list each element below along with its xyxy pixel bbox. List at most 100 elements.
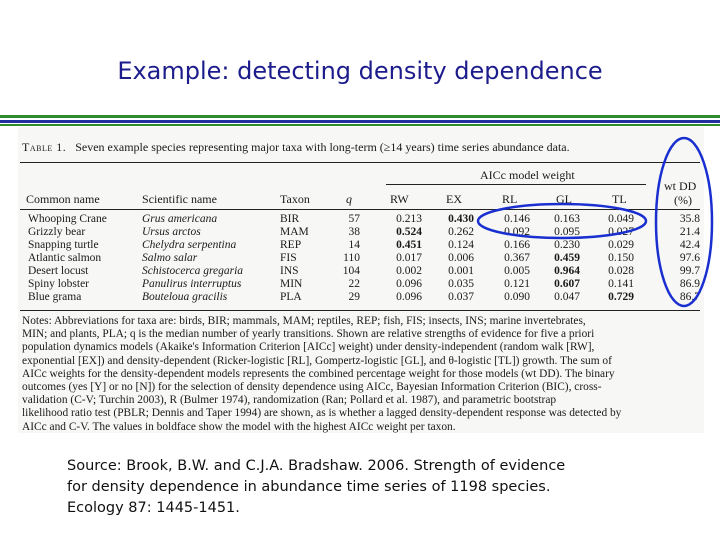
cell-sci: Schistocerca gregaria bbox=[142, 265, 244, 277]
cell-name: Whooping Crane bbox=[28, 213, 107, 225]
notes-line: population dynamics models (Akaike's Inf… bbox=[22, 341, 595, 354]
cell-tl: 0.029 bbox=[608, 239, 634, 251]
col-gl: GL bbox=[556, 192, 572, 206]
source-citation: Source: Brook, B.W. and C.J.A. Bradshaw.… bbox=[67, 456, 565, 519]
table-row: Atlantic salmon Salmo salar FIS 110 0.017 0.0… bbox=[18, 252, 704, 265]
cell-gl: 0.607 bbox=[554, 278, 580, 290]
cell-gl: 0.047 bbox=[554, 291, 580, 303]
table-bottom-rule bbox=[20, 310, 700, 311]
header-bottom-rule bbox=[20, 209, 700, 210]
cell-rw: 0.451 bbox=[396, 239, 422, 251]
table-scan: Table 1. Seven example species represent… bbox=[18, 127, 704, 433]
col-rw: RW bbox=[390, 192, 409, 206]
table-caption: Table 1. Seven example species represent… bbox=[22, 140, 570, 155]
source-line: for density dependence in abundance time… bbox=[67, 479, 551, 495]
wt-header-line1: wt DD bbox=[664, 179, 697, 193]
cell-gl: 0.459 bbox=[554, 252, 580, 264]
cell-tl: 0.141 bbox=[608, 278, 634, 290]
cell-q: 57 bbox=[348, 213, 361, 225]
cell-rl: 0.367 bbox=[504, 252, 530, 264]
cell-taxon: BIR bbox=[280, 213, 300, 225]
group-header-rule bbox=[386, 184, 646, 185]
cell-tl: 0.028 bbox=[608, 265, 634, 277]
wt-header-line2: (%) bbox=[674, 193, 692, 207]
cell-rw: 0.096 bbox=[396, 278, 422, 290]
notes-line: outcomes (yes [Y] or no [N]) for the sel… bbox=[22, 381, 602, 394]
cell-ex: 0.001 bbox=[448, 265, 474, 277]
cell-ex: 0.124 bbox=[448, 239, 474, 251]
cell-rw: 0.002 bbox=[396, 265, 422, 277]
col-ex: EX bbox=[446, 192, 462, 206]
cell-taxon: FIS bbox=[280, 252, 297, 264]
green-rule-thin bbox=[0, 124, 720, 126]
green-rule bbox=[0, 115, 720, 118]
cell-wt: 21.4 bbox=[679, 226, 700, 238]
highlight-circle-dd-models bbox=[476, 202, 648, 240]
table-row: Desert locust Schistocerca gregaria INS 104… bbox=[18, 265, 704, 278]
cell-rw: 0.213 bbox=[396, 213, 422, 225]
cell-name: Blue grama bbox=[28, 291, 82, 303]
source-line: Source: Brook, B.W. and C.J.A. Bradshaw.… bbox=[67, 458, 566, 474]
cell-name: Snapping turtle bbox=[28, 239, 99, 251]
notes-line: MIN; and plants, PLA; q is the median nu… bbox=[22, 328, 595, 341]
cell-tl: 0.729 bbox=[608, 291, 634, 303]
cell-gl: 0.163 bbox=[554, 213, 580, 225]
table-row: Grizzly bear Ursus arctos MAM 38 0.524 0.262 0… bbox=[18, 226, 704, 239]
highlight-oval-wt-dd bbox=[654, 136, 714, 308]
cell-sci: Salmo salar bbox=[142, 252, 198, 264]
table-row: Spiny lobster Panulirus interruptus MIN 22 0… bbox=[18, 278, 704, 291]
cell-gl: 0.095 bbox=[554, 226, 580, 238]
cell-taxon: MIN bbox=[280, 278, 303, 290]
col-q: q bbox=[346, 192, 352, 206]
cell-ex: 0.262 bbox=[448, 226, 474, 238]
col-common-name: Common name bbox=[26, 192, 100, 206]
cell-wt: 86.9 bbox=[679, 278, 700, 290]
cell-ex: 0.037 bbox=[448, 291, 474, 303]
cell-sci: Ursus arctos bbox=[142, 226, 201, 238]
notes-line: exponential [EX]) and density-dependent … bbox=[22, 354, 612, 367]
cell-sci: Bouteloua gracilis bbox=[142, 291, 228, 303]
table-notes: Notes: Abbreviations for taxa are: birds… bbox=[22, 315, 702, 434]
cell-ex: 0.430 bbox=[448, 213, 474, 225]
col-tl: TL bbox=[612, 192, 627, 206]
cell-sci: Grus americana bbox=[142, 213, 218, 225]
notes-line: likelihood ratio test (PBLR; Dennis and … bbox=[22, 407, 622, 420]
cell-name: Spiny lobster bbox=[28, 278, 90, 290]
cell-wt: 99.7 bbox=[679, 265, 700, 277]
col-scientific-name: Scientific name bbox=[142, 192, 217, 206]
cell-tl: 0.049 bbox=[608, 213, 634, 225]
cell-tl: 0.150 bbox=[608, 252, 634, 264]
cell-ex: 0.035 bbox=[448, 278, 474, 290]
cell-sci: Panulirus interruptus bbox=[142, 278, 242, 290]
cell-q: 14 bbox=[348, 239, 361, 251]
col-rl: RL bbox=[502, 192, 518, 206]
cell-name: Desert locust bbox=[28, 265, 89, 277]
table-caption-label: Table 1. bbox=[22, 140, 67, 154]
cell-q: 110 bbox=[343, 252, 360, 264]
cell-ex: 0.006 bbox=[448, 252, 474, 264]
cell-rw: 0.017 bbox=[396, 252, 422, 264]
col-taxon: Taxon bbox=[280, 192, 310, 206]
cell-rl: 0.090 bbox=[504, 291, 530, 303]
source-line: Ecology 87: 1445-1451. bbox=[67, 500, 240, 516]
cell-taxon: MAM bbox=[280, 226, 309, 238]
cell-wt: 97.6 bbox=[679, 252, 700, 264]
cell-taxon: PLA bbox=[280, 291, 302, 303]
cell-name: Grizzly bear bbox=[28, 226, 86, 238]
cell-rl: 0.166 bbox=[504, 239, 530, 251]
cell-rl: 0.146 bbox=[504, 213, 530, 225]
notes-line: AICc and C-V. The values in boldface sho… bbox=[22, 420, 456, 433]
cell-taxon: INS bbox=[280, 265, 299, 277]
cell-q: 22 bbox=[348, 278, 361, 290]
cell-q: 29 bbox=[348, 291, 361, 303]
notes-line: AICc weights for the density-dependent m… bbox=[22, 367, 615, 380]
blue-rule bbox=[0, 120, 720, 123]
cell-sci: Chelydra serpentina bbox=[142, 239, 237, 251]
slide-title: Example: detecting density dependence bbox=[117, 57, 603, 85]
cell-rw: 0.524 bbox=[396, 226, 422, 238]
table-caption-text: Seven example species representing major… bbox=[75, 140, 570, 154]
notes-line: Notes: Abbreviations for taxa are: birds… bbox=[22, 315, 586, 327]
cell-rl: 0.121 bbox=[504, 278, 530, 290]
cell-rw: 0.096 bbox=[396, 291, 422, 303]
group-header: AICc model weight bbox=[480, 168, 575, 182]
